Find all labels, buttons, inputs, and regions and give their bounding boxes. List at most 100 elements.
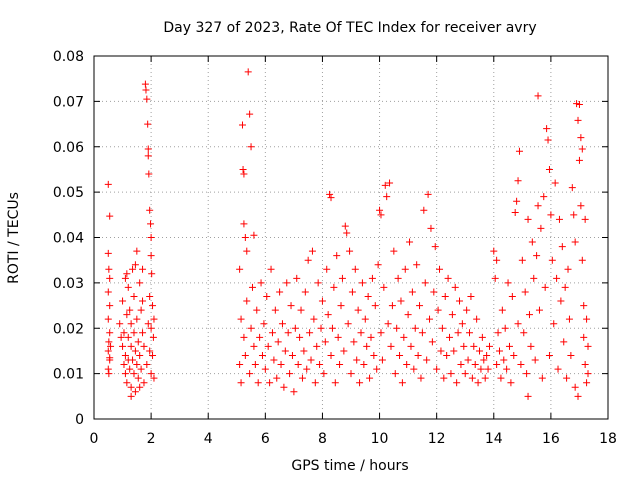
- data-point: [466, 329, 474, 337]
- data-point: [337, 302, 345, 310]
- data-point: [497, 374, 505, 382]
- data-point: [106, 302, 114, 310]
- data-point: [553, 274, 561, 282]
- x-tick-labels: 0 2 4 6 8 10 12 14 16 18: [90, 431, 617, 447]
- data-point: [124, 333, 132, 341]
- data-point: [350, 338, 358, 346]
- data-point: [580, 333, 588, 341]
- data-point: [370, 351, 378, 359]
- data-point: [334, 333, 342, 341]
- data-point: [577, 202, 585, 210]
- data-point: [133, 247, 141, 255]
- data-point: [127, 342, 135, 350]
- data-point: [145, 170, 153, 178]
- data-point: [237, 315, 245, 323]
- data-point: [143, 95, 151, 103]
- data-point: [394, 274, 402, 282]
- data-point: [473, 315, 481, 323]
- data-point: [570, 211, 578, 219]
- data-point: [140, 379, 148, 387]
- data-point: [381, 181, 389, 189]
- data-point: [397, 297, 405, 305]
- data-point: [300, 347, 308, 355]
- data-point: [580, 302, 588, 310]
- data-point: [437, 347, 445, 355]
- data-point: [148, 270, 156, 278]
- data-point: [264, 342, 272, 350]
- data-point: [384, 320, 392, 328]
- data-point: [386, 179, 394, 187]
- data-point: [548, 256, 556, 264]
- data-point: [106, 329, 114, 337]
- data-point: [471, 361, 479, 369]
- data-point: [283, 279, 291, 287]
- data-point: [144, 320, 152, 328]
- data-point: [503, 365, 511, 373]
- data-point: [317, 324, 325, 332]
- data-point: [247, 143, 255, 151]
- data-point: [287, 302, 295, 310]
- data-point: [296, 333, 304, 341]
- data-point: [257, 279, 265, 287]
- data-point: [104, 249, 112, 257]
- data-point: [470, 342, 478, 350]
- data-point: [474, 379, 482, 387]
- data-point: [557, 297, 565, 305]
- data-point: [377, 211, 385, 219]
- data-point: [545, 165, 553, 173]
- data-point: [583, 315, 591, 323]
- data-point: [358, 279, 366, 287]
- plot-frame: [93, 55, 609, 420]
- data-point: [428, 338, 436, 346]
- data-point: [485, 342, 493, 350]
- x-tick-label: 4: [204, 431, 213, 447]
- data-point: [139, 297, 147, 305]
- x-tick-label: 6: [261, 431, 270, 447]
- data-point: [431, 243, 439, 251]
- data-point: [130, 292, 138, 300]
- data-point: [144, 120, 152, 128]
- data-point: [400, 333, 408, 341]
- data-point: [333, 252, 341, 260]
- data-point: [467, 292, 475, 300]
- data-point: [142, 86, 150, 94]
- data-point: [523, 370, 531, 378]
- data-point: [323, 265, 331, 273]
- data-point: [251, 361, 259, 369]
- data-point: [555, 215, 563, 223]
- y-tick-label: 0.05: [53, 185, 84, 201]
- data-point: [136, 279, 144, 287]
- data-point: [406, 238, 414, 246]
- data-point: [106, 274, 114, 282]
- chart-title: Day 327 of 2023, Rate Of TEC Index for r…: [163, 20, 536, 36]
- data-point: [436, 265, 444, 273]
- data-point: [121, 274, 129, 282]
- data-point: [318, 297, 326, 305]
- data-point: [284, 329, 292, 337]
- x-tick-label: 8: [318, 431, 327, 447]
- data-point: [575, 156, 583, 164]
- data-point: [276, 288, 284, 296]
- y-tick-label: 0.03: [53, 276, 84, 292]
- data-point: [378, 356, 386, 364]
- data-point: [417, 374, 425, 382]
- data-point: [277, 361, 285, 369]
- data-point: [127, 320, 135, 328]
- data-point: [247, 324, 255, 332]
- y-tick-label: 0.04: [53, 231, 84, 247]
- data-point: [534, 92, 542, 100]
- data-point: [404, 311, 412, 319]
- data-point: [241, 351, 249, 359]
- data-point: [124, 283, 132, 291]
- data-point: [130, 370, 138, 378]
- data-point: [440, 374, 448, 382]
- data-point: [243, 297, 251, 305]
- data-point: [374, 261, 382, 269]
- data-point: [420, 206, 428, 214]
- data-point: [490, 247, 498, 255]
- x-tick-label: 0: [90, 431, 99, 447]
- data-point: [468, 374, 476, 382]
- data-point: [303, 365, 311, 373]
- data-point: [281, 347, 289, 355]
- data-point: [531, 356, 539, 364]
